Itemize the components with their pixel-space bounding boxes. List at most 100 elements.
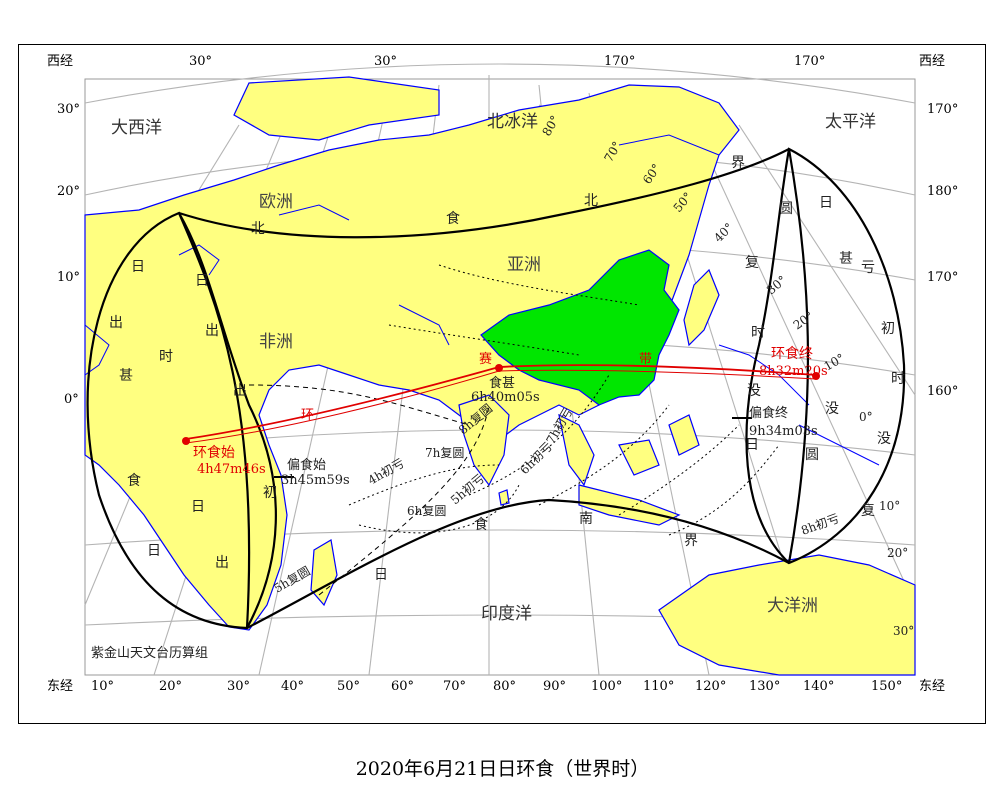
bottom-tick: 70°: [443, 679, 466, 694]
eclipse-limits: [86, 147, 906, 630]
bottom-tick: 40°: [281, 679, 304, 694]
lat-label: 30°: [893, 624, 914, 638]
indian-label: 印度洋: [481, 604, 532, 624]
bottom-tick: 90°: [543, 679, 566, 694]
bottom-tick: 60°: [391, 679, 414, 694]
west-label-right: 西经: [919, 54, 945, 69]
partial-end-time: 9h34m03s: [749, 424, 818, 439]
left-glyph: 出: [215, 555, 229, 571]
annular-begin-point: [182, 437, 190, 445]
top-tick: 30°: [374, 54, 397, 69]
map-frame: 西经 西经 东经 东经 30° 30° 170° 170° 30° 20° 10…: [18, 44, 986, 724]
bottom-tick: 10°: [91, 679, 114, 694]
partial-begin-label: 偏食始: [287, 457, 326, 473]
figure-caption: 2020年6月21日日环食（世界时）: [355, 758, 650, 780]
right-tick: 160°: [927, 384, 958, 399]
top-tick: 170°: [604, 54, 635, 69]
bottom-tick: 50°: [337, 679, 360, 694]
atlantic-label: 大西洋: [111, 118, 162, 138]
right-oval-glyphs: 复 圆 时 初 亏 时 日 没 甚 日 没 没 复 圆: [745, 195, 905, 519]
partial-end-label: 偏食终: [749, 405, 788, 421]
top-ticks: 30° 30° 170° 170°: [189, 54, 825, 69]
right-glyph: 复: [861, 502, 875, 519]
annular-begin-label: 环食始: [193, 444, 235, 461]
oceania-label: 大洋洲: [767, 596, 818, 616]
south-glyph: 界: [684, 533, 698, 549]
right-tick: 170°: [927, 102, 958, 117]
path-glyph: 环: [301, 408, 314, 423]
bottom-tick: 20°: [159, 679, 182, 694]
arctic-label: 北冰洋: [487, 112, 538, 132]
left-tick: 0°: [64, 392, 79, 407]
top-tick: 30°: [189, 54, 212, 69]
right-tick: 170°: [927, 270, 958, 285]
right-glyph: 圆: [779, 201, 793, 217]
time-contours: [248, 264, 780, 596]
right-glyph: 没: [877, 431, 891, 447]
left-ticks: 30° 20° 10° 0°: [57, 102, 80, 407]
africa-label: 非洲: [259, 332, 293, 352]
path-glyph: 赛: [479, 351, 492, 367]
pacific-label: 太平洋: [825, 112, 876, 132]
right-glyph: 亏: [861, 260, 875, 276]
bottom-tick: 150°: [871, 679, 902, 694]
left-glyph: 日: [131, 259, 145, 275]
right-glyph: 日: [819, 195, 833, 211]
bottom-tick: 100°: [591, 679, 622, 694]
north-glyph: 食: [446, 210, 460, 227]
left-glyph: 初: [263, 484, 277, 501]
west-label-left: 西经: [47, 54, 73, 69]
south-glyph: 日: [374, 567, 388, 583]
europe-label: 欧洲: [259, 192, 293, 212]
lat-label: 10°: [879, 499, 900, 513]
left-glyph: 日: [191, 499, 205, 515]
bottom-tick: 80°: [493, 679, 516, 694]
eclipse-map: 西经 西经 东经 东经 30° 30° 170° 170° 30° 20° 10…: [19, 45, 985, 723]
north-glyph: 北: [251, 221, 265, 237]
contour-label: 6h复圆: [407, 504, 446, 518]
south-glyph: 食: [474, 516, 488, 533]
bottom-tick: 140°: [803, 679, 834, 694]
left-glyph: 食: [127, 472, 141, 489]
left-glyph: 日: [147, 543, 161, 559]
asia-label: 亚洲: [507, 255, 541, 275]
bottom-tick: 120°: [695, 679, 726, 694]
left-glyph: 出: [205, 323, 219, 339]
annular-max-point: [495, 364, 503, 372]
south-glyph: 南: [579, 511, 593, 527]
annular-max-time: 6h40m05s: [471, 390, 540, 405]
left-tick: 20°: [57, 184, 80, 199]
left-oval-glyphs: 日 出 甚 日 出 时 食 日 出 初 日 出: [109, 259, 277, 571]
left-glyph: 出: [233, 383, 247, 399]
right-tick: 180°: [927, 184, 958, 199]
annular-end-point: [812, 372, 820, 380]
left-glyph: 出: [109, 315, 123, 331]
bottom-ticks: 10° 20° 30° 40° 50° 60° 70° 80° 90° 100°…: [91, 679, 902, 694]
south-limit-glyphs: 南 界 食 日: [374, 511, 698, 583]
right-glyph: 没: [825, 401, 839, 417]
east-label-left: 东经: [47, 679, 73, 694]
right-glyph: 复: [745, 254, 759, 271]
north-limit-glyphs: 北 界 食 北: [251, 155, 745, 237]
partial-begin-time: 3h45m59s: [281, 473, 350, 488]
left-tick: 10°: [57, 270, 80, 285]
lat-label: 20°: [887, 546, 908, 560]
right-glyph: 时: [891, 371, 905, 387]
north-glyph: 北: [584, 193, 598, 209]
left-tick: 30°: [57, 102, 80, 117]
contour-label: 7h复圆: [425, 446, 464, 460]
right-glyph: 日: [745, 437, 759, 453]
credit-text: 紫金山天文台历算组: [91, 645, 208, 661]
right-glyph: 时: [751, 325, 765, 341]
left-glyph: 甚: [119, 368, 133, 384]
right-glyph: 甚: [839, 251, 853, 267]
annular-end-time: 8h32m20s: [759, 364, 828, 379]
annular-end-label: 环食终: [771, 345, 813, 362]
bottom-tick: 130°: [749, 679, 780, 694]
right-glyph: 没: [747, 383, 761, 399]
path-glyph: 带: [639, 352, 652, 367]
annular-max-label: 食甚: [489, 375, 515, 391]
lat-label: 0°: [859, 410, 873, 424]
bottom-tick: 110°: [643, 679, 674, 694]
right-glyph: 初: [881, 320, 895, 337]
